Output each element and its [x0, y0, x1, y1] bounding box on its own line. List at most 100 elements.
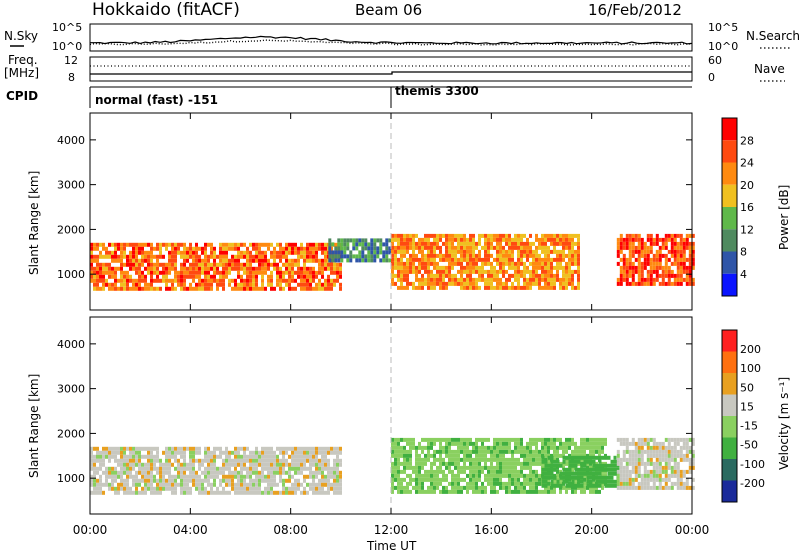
power-cell — [183, 270, 186, 275]
power-cell — [445, 285, 448, 290]
power-cell — [685, 277, 689, 282]
power-cell — [150, 246, 153, 251]
power-cell — [186, 270, 189, 275]
velocity-cell — [616, 457, 620, 462]
velocity-cell — [397, 473, 400, 478]
power-cell — [96, 274, 99, 279]
power-cell — [577, 277, 580, 282]
power-cell — [646, 257, 650, 262]
velocity-cell — [430, 473, 433, 478]
velocity-cell — [619, 481, 623, 486]
power-cell — [619, 237, 623, 242]
velocity-cell — [93, 486, 96, 491]
velocity-cell — [138, 450, 141, 455]
power-cell — [616, 249, 620, 254]
power-cell — [222, 254, 225, 259]
velocity-cell — [339, 470, 342, 475]
velocity-cell — [421, 457, 424, 462]
power-cell — [108, 242, 111, 247]
power-cell — [568, 273, 571, 278]
power-cell — [153, 278, 156, 283]
velocity-cell — [646, 477, 650, 482]
power-cell — [460, 249, 463, 254]
velocity-cell — [652, 465, 656, 470]
velocity-cell — [267, 470, 270, 475]
velocity-cell — [237, 446, 240, 451]
power-cell — [135, 262, 138, 267]
power-cell — [514, 241, 517, 246]
power-cell — [99, 278, 102, 283]
power-cell — [367, 242, 371, 247]
power-cell — [436, 241, 439, 246]
velocity-cell — [96, 486, 99, 491]
velocity-cell — [685, 449, 689, 454]
velocity-cell — [117, 486, 120, 491]
velocity-cell — [150, 458, 153, 463]
power-cell — [427, 245, 430, 250]
power-cell — [493, 269, 496, 274]
power-cell — [93, 266, 96, 271]
velocity-cell — [484, 449, 487, 454]
velocity-cell — [195, 446, 198, 451]
velocity-cell — [312, 482, 315, 487]
velocity-cell — [463, 469, 466, 474]
power-cell — [406, 265, 409, 270]
power-cell — [279, 278, 282, 283]
velocity-cell — [243, 454, 246, 459]
velocity-cell — [186, 478, 189, 483]
power-cell — [349, 238, 353, 243]
velocity-cell — [607, 463, 611, 468]
velocity-cell — [508, 449, 511, 454]
velocity-cell — [219, 478, 222, 483]
power-cell — [427, 273, 430, 278]
velocity-cell — [565, 441, 568, 446]
velocity-cell — [445, 449, 448, 454]
velocity-cell — [270, 490, 273, 495]
velocity-cell — [511, 481, 514, 486]
velocity-cell — [574, 467, 578, 472]
power-cell — [541, 269, 544, 274]
power-cell — [427, 277, 430, 282]
power-cell — [403, 241, 406, 246]
power-cell — [577, 245, 580, 250]
power-cell — [225, 270, 228, 275]
velocity-cell — [204, 450, 207, 455]
power-cell — [189, 242, 192, 247]
power-cell — [490, 277, 493, 282]
power-cell — [102, 278, 105, 283]
velocity-cell — [171, 446, 174, 451]
velocity-cell — [595, 489, 598, 494]
velocity-cell — [640, 473, 644, 478]
power-cell — [517, 245, 520, 250]
velocity-cell — [321, 486, 324, 491]
velocity-cell — [499, 437, 502, 442]
power-cell — [400, 245, 403, 250]
velocity-cell — [300, 450, 303, 455]
power-cell — [300, 282, 303, 287]
velocity-cell — [180, 466, 183, 471]
velocity-cell — [261, 446, 264, 451]
velocity-cell — [493, 481, 496, 486]
velocity-cell — [547, 471, 551, 476]
power-cell — [141, 286, 144, 291]
velocity-cell — [126, 470, 129, 475]
power-cell — [96, 246, 99, 251]
power-cell — [658, 281, 662, 286]
velocity-cell — [123, 470, 126, 475]
velocity-cell — [493, 469, 496, 474]
power-cell — [315, 246, 318, 251]
power-cell — [201, 266, 204, 271]
velocity-cell — [691, 465, 695, 470]
power-cell — [637, 277, 641, 282]
power-cell — [324, 246, 327, 251]
power-cell — [288, 270, 291, 275]
velocity-cell — [273, 458, 276, 463]
velocity-cell — [439, 481, 442, 486]
velocity-cell — [589, 459, 593, 464]
velocity-cell — [394, 485, 397, 490]
velocity-cell — [403, 457, 406, 462]
velocity-cell — [535, 469, 538, 474]
power-cell — [526, 269, 529, 274]
velocity-cell — [442, 457, 445, 462]
velocity-cell — [306, 450, 309, 455]
